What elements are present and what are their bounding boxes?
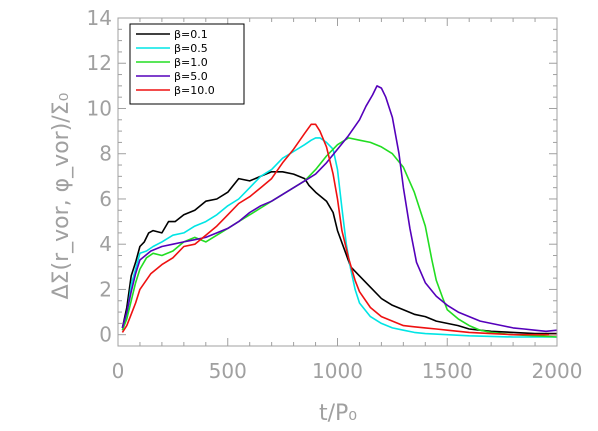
series-line-3 <box>121 85 558 333</box>
series-line-0 <box>121 171 557 335</box>
legend-label-1: β=0.5 <box>174 42 208 55</box>
legend-label-2: β=1.0 <box>174 56 208 69</box>
x-tick-label: 500 <box>209 359 247 383</box>
series-layer <box>121 85 558 338</box>
y-tick-label: 4 <box>99 232 112 256</box>
legend-label-3: β=5.0 <box>174 70 208 83</box>
axes-layer: 0 500 1000 1500 2000 0 2 4 6 8 10 12 14 <box>87 6 583 383</box>
y-tick-label: 0 <box>99 323 112 347</box>
series-line-2 <box>121 137 558 338</box>
y-tick-label: 8 <box>99 142 112 166</box>
legend-box <box>129 23 245 105</box>
x-tick-label: 1500 <box>422 359 473 383</box>
x-tick-label: 1000 <box>312 359 363 383</box>
y-tick-label: 2 <box>99 277 112 301</box>
legend-label-0: β=0.1 <box>174 28 208 41</box>
series-line-4 <box>121 123 557 336</box>
x-tick-label: 0 <box>112 359 125 383</box>
y-tick-label: 12 <box>87 51 112 75</box>
y-tick-label: 6 <box>99 187 112 211</box>
x-tick-label: 2000 <box>532 359 583 383</box>
x-axis-title: t/P₀ <box>319 401 357 426</box>
series-line-1 <box>121 137 557 338</box>
y-axis-title: ΔΣ(r_vor, φ_vor)/Σ₀ <box>49 92 74 299</box>
y-tick-label: 14 <box>87 6 112 30</box>
legend: β=0.1β=0.5β=1.0β=5.0β=10.0 <box>129 23 245 105</box>
legend-label-4: β=10.0 <box>174 84 215 97</box>
y-tick-label: 10 <box>87 96 112 120</box>
